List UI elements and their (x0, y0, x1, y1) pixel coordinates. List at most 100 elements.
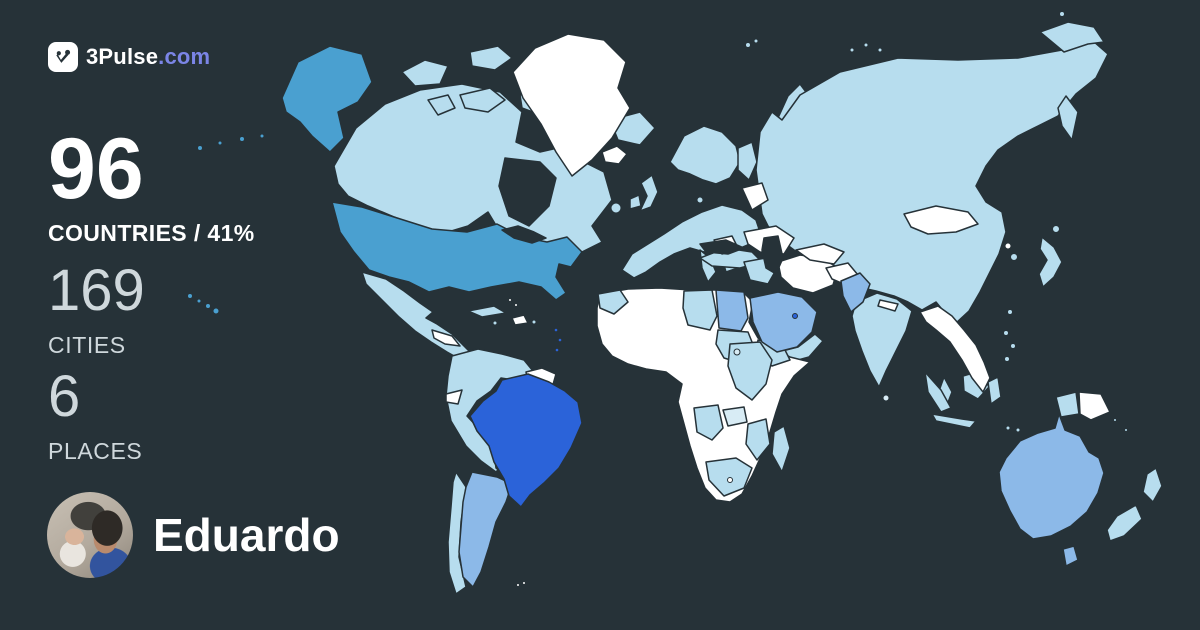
region-morocco (597, 289, 629, 315)
region-united-states (331, 201, 583, 301)
water-great-lakes (501, 225, 547, 244)
stat-countries: 96 COUNTRIES / 41% (48, 126, 255, 245)
region-aleutians (197, 145, 203, 151)
region-lesser-sunda (1005, 425, 1011, 431)
brand-logo-text: 3Pulse .com (86, 44, 210, 70)
region-kenya-tanzania (727, 341, 773, 401)
region-mongolia (903, 205, 979, 235)
brand-logo-icon (48, 42, 78, 72)
region-lesotho (727, 477, 733, 483)
region-brazil (469, 373, 583, 508)
region-pakistan (840, 272, 871, 313)
region-philippines (1004, 356, 1010, 362)
region-indochina (919, 305, 991, 393)
user-name: Eduardo (153, 509, 340, 561)
region-madagascar (771, 425, 791, 473)
region-iceland (601, 145, 628, 165)
region-uganda (733, 348, 741, 356)
map-layer-visited (333, 11, 1163, 595)
region-qatar (792, 313, 798, 319)
pulse-check-icon (56, 49, 71, 63)
region-central-asia (795, 243, 845, 265)
region-zambia (722, 406, 748, 427)
map-layer-visited-top (469, 313, 798, 508)
region-north-korea (1004, 242, 1012, 250)
region-alaska (281, 45, 373, 153)
region-arctic-island (401, 59, 449, 87)
region-angola (693, 404, 724, 441)
region-bahamas (508, 298, 512, 302)
region-hokkaido (1052, 225, 1060, 233)
region-new-zealand-south (1106, 504, 1143, 542)
region-south-africa (705, 457, 753, 497)
region-philippines (1010, 343, 1016, 349)
cities-label: CITIES (48, 332, 126, 358)
region-ecuador (445, 389, 463, 405)
map-layer-water (498, 157, 784, 275)
brand-tld: .com (158, 44, 211, 69)
stat-places: 6 PLACES (48, 368, 142, 463)
region-falklands (522, 581, 526, 585)
region-libya (682, 289, 718, 331)
region-falklands (516, 583, 520, 587)
region-svalbard (745, 42, 751, 48)
region-india (851, 292, 913, 388)
stat-cities: 169 CITIES (48, 262, 145, 357)
water-black-sea (699, 239, 745, 255)
region-lesser-antilles (557, 337, 563, 343)
region-west-papua (1055, 391, 1080, 418)
region-hawaii (187, 293, 193, 299)
region-arctic-russia (849, 47, 855, 53)
region-japan (1038, 236, 1063, 288)
brand-logo[interactable]: 3Pulse .com (48, 42, 210, 72)
region-arctic-russia (863, 42, 869, 48)
region-saudi-arabia (749, 291, 818, 353)
region-svalbard (753, 38, 759, 44)
region-chukotka (1039, 21, 1105, 53)
region-puerto-rico (531, 319, 537, 325)
region-lesser-antilles (554, 347, 560, 353)
region-hispaniola (511, 314, 529, 326)
region-taiwan (1007, 309, 1013, 315)
region-baltics (741, 182, 769, 211)
region-lesser-antilles (553, 327, 559, 333)
region-arctic-island (459, 87, 506, 113)
region-wrangel (1059, 11, 1065, 17)
region-hawaii (205, 303, 211, 309)
region-cuba (467, 305, 507, 318)
region-ireland (629, 194, 642, 210)
region-south-korea (1010, 253, 1018, 261)
region-denmark (696, 196, 704, 204)
map-layer-visited-high (187, 45, 583, 315)
region-kamchatka (1057, 95, 1079, 141)
region-arctic-island (469, 45, 513, 71)
water-hudson-bay (498, 157, 557, 227)
region-tasmania (1062, 545, 1079, 567)
region-arctic-russia (877, 47, 883, 53)
user-row: Eduardo (47, 492, 340, 578)
region-sri-lanka (882, 394, 890, 402)
region-hawaii (212, 307, 220, 315)
region-nepal (877, 299, 899, 312)
cities-value: 169 (48, 258, 145, 323)
region-pacific-island (1124, 428, 1128, 432)
countries-label: COUNTRIES / 41% (48, 220, 255, 246)
region-egypt (715, 289, 749, 332)
region-central-america-patch (431, 329, 461, 347)
region-aleutians (259, 133, 265, 139)
region-finland (737, 141, 758, 181)
avatar (47, 492, 133, 578)
region-new-zealand-north (1142, 467, 1163, 503)
places-value: 6 (48, 364, 81, 429)
water-caspian-sea (761, 235, 784, 275)
region-papua-new-guinea (1078, 391, 1111, 421)
region-arctic-island (427, 94, 456, 116)
region-jamaica (492, 320, 498, 326)
region-united-kingdom (639, 174, 659, 212)
region-java (931, 413, 977, 429)
countries-value: 96 (48, 121, 144, 217)
region-greenland (512, 33, 631, 177)
region-hawaii (196, 298, 202, 304)
